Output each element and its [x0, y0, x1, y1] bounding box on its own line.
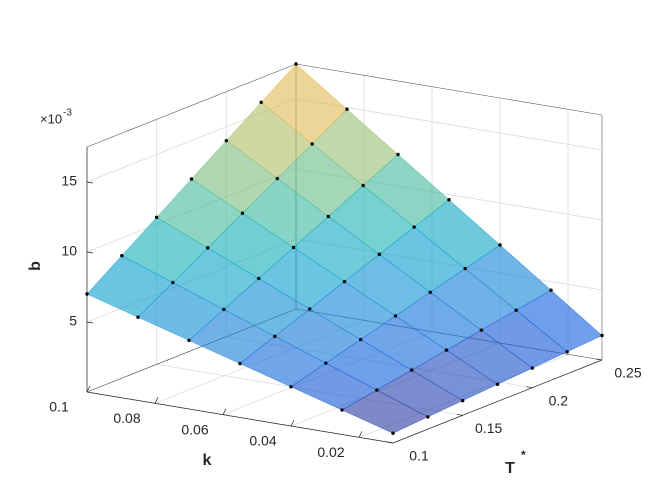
surface-marker: [326, 214, 331, 219]
surface-marker: [205, 246, 210, 250]
surface-marker: [377, 252, 382, 257]
box-edge: [295, 63, 603, 116]
surface-marker: [391, 431, 395, 435]
surface-marker: [444, 348, 449, 352]
box-edge: [86, 391, 394, 444]
surface-marker: [345, 107, 349, 111]
y-tick-label: 0.1: [409, 448, 429, 464]
surface-marker: [256, 276, 261, 281]
box-edge: [392, 359, 603, 444]
surface-marker: [294, 62, 298, 66]
surface-marker: [600, 333, 604, 338]
tick-mark: [595, 358, 603, 361]
z-axis-label: b: [27, 261, 44, 271]
x-tick-label: 0.1: [49, 399, 69, 415]
surface-marker: [396, 152, 400, 157]
z-exponent: -3: [63, 108, 72, 119]
surface-marker: [187, 338, 191, 343]
x-tick-label: 0.06: [181, 421, 208, 437]
box-edge: [86, 63, 297, 148]
tick-mark: [86, 321, 94, 324]
surface-marker: [495, 382, 500, 387]
surface-marker: [307, 307, 312, 311]
z-tick-label: 15: [61, 173, 77, 189]
tick-mark: [456, 413, 463, 416]
surface-marker: [565, 350, 569, 354]
surface-marker: [426, 415, 430, 419]
tick-mark: [526, 386, 533, 389]
surface-marker: [273, 334, 277, 338]
tick-mark: [358, 431, 363, 438]
x-tick-label: 0.08: [113, 410, 140, 426]
y-tick-label: 0.2: [549, 392, 569, 408]
surface-marker: [342, 279, 347, 284]
grid-line: [295, 98, 603, 151]
x-axis-label: k: [203, 452, 212, 469]
surface-marker: [393, 314, 398, 318]
surface-marker: [460, 398, 465, 403]
surface-marker: [171, 280, 175, 285]
surface-marker: [361, 183, 365, 188]
surface-marker: [479, 328, 484, 332]
surface-marker: [189, 177, 194, 181]
surface: [85, 62, 604, 435]
surface-marker: [291, 245, 296, 250]
surface-marker: [409, 368, 414, 372]
surface-marker: [412, 225, 416, 229]
tick-mark: [86, 385, 91, 393]
surface-marker: [259, 100, 263, 105]
surface-marker: [224, 138, 229, 143]
surface-marker: [275, 176, 280, 181]
surface-marker: [549, 288, 553, 292]
surface-marker: [238, 361, 242, 366]
y-axis-label-sup: *: [521, 448, 526, 462]
surface-marker: [463, 266, 467, 271]
labels: ×10 -3 b k T *: [27, 108, 526, 478]
surface-marker: [136, 315, 140, 319]
surface-marker: [530, 366, 535, 370]
surface-marker: [222, 307, 226, 312]
tick-mark: [290, 419, 295, 427]
surface-marker: [310, 142, 314, 146]
z-exponent-base: ×10: [40, 111, 62, 126]
tick-mark: [386, 441, 394, 444]
x-tick-label: 0.02: [317, 444, 344, 460]
tick-mark: [222, 408, 227, 415]
surface-marker: [514, 308, 518, 312]
surface-marker: [324, 361, 328, 365]
surface-marker: [428, 290, 433, 294]
y-axis-label: T: [505, 460, 515, 477]
z-tick-label: 10: [61, 243, 77, 259]
surface-marker: [375, 388, 379, 392]
surface-marker: [85, 292, 89, 296]
surface-marker: [240, 211, 245, 215]
tick-mark: [86, 181, 94, 184]
z-tick-label: 5: [69, 313, 77, 329]
surface-marker: [154, 215, 159, 220]
x-tick-label: 0.04: [249, 433, 276, 449]
tick-mark: [154, 397, 159, 404]
surface-marker: [289, 385, 293, 389]
surface-marker: [340, 408, 344, 412]
surface-marker: [358, 337, 363, 342]
tick-mark: [86, 251, 94, 254]
surface-marker: [120, 253, 124, 258]
y-tick-label: 0.15: [475, 420, 502, 436]
y-tick-label: 0.25: [614, 365, 641, 381]
surface-marker: [447, 198, 451, 202]
surface-marker: [498, 243, 502, 247]
